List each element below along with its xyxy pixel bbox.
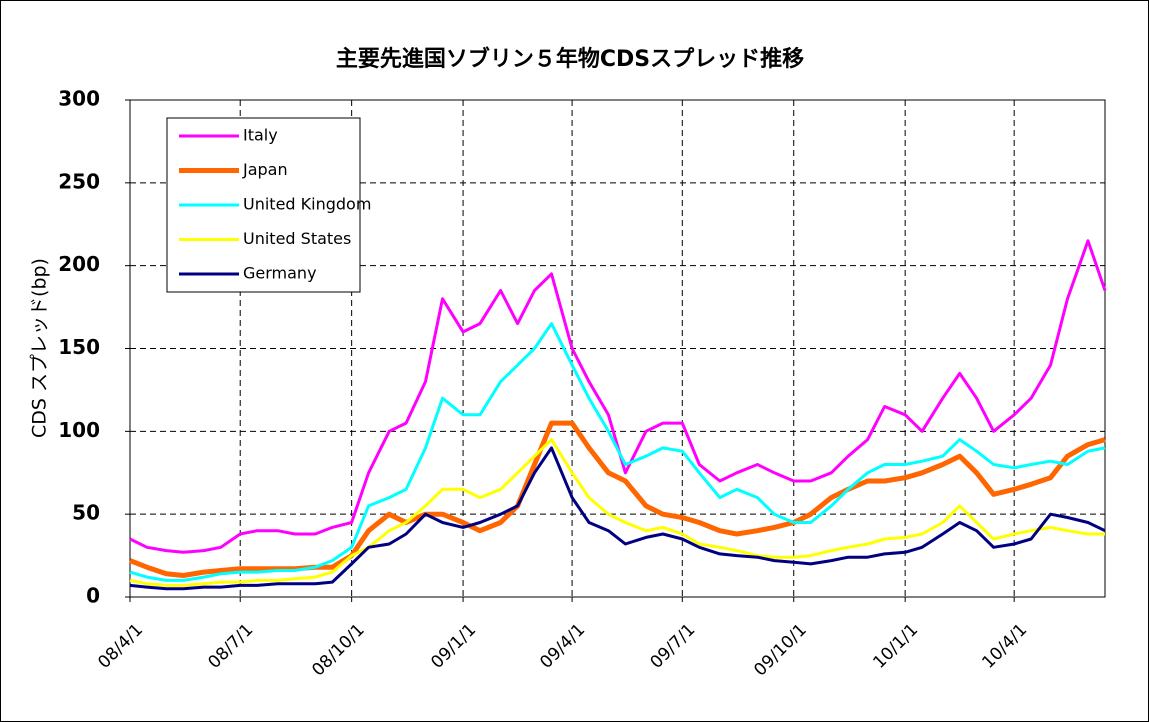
series-line	[129, 420, 1106, 578]
y-tick-label: 300	[58, 87, 100, 111]
series-line	[129, 446, 1106, 591]
legend-label: United Kingdom	[243, 195, 371, 214]
y-tick-label: 200	[58, 252, 100, 276]
y-axis-label: CDS スプレッド(bp)	[29, 258, 51, 438]
y-tick-label: 50	[72, 501, 100, 525]
legend-label: United States	[243, 229, 351, 248]
series-line	[129, 438, 1105, 587]
legend-label: Italy	[243, 126, 278, 145]
plot-frame	[129, 99, 1106, 598]
legend-label: Japan	[242, 160, 288, 179]
y-tick-label: 150	[58, 335, 100, 359]
chart-title: 主要先進国ソブリン５年物CDSスプレッド推移	[336, 46, 804, 72]
y-tick-label: 0	[86, 584, 100, 608]
y-tick-label: 100	[58, 418, 100, 442]
series-line	[129, 239, 1107, 554]
series-line	[129, 322, 1106, 582]
y-tick-label: 250	[58, 169, 100, 193]
legend-label: Germany	[243, 264, 317, 283]
